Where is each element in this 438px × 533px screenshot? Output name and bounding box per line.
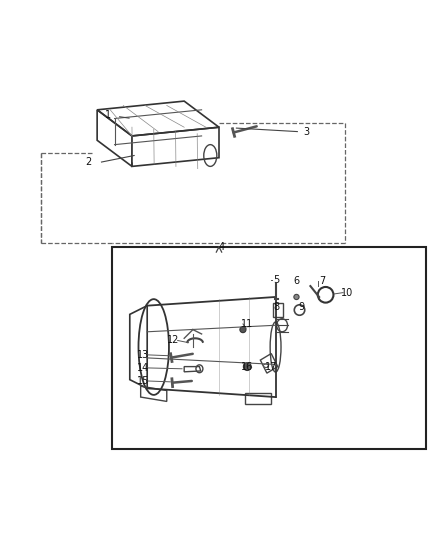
Text: 10: 10 xyxy=(341,288,353,297)
Text: 4: 4 xyxy=(218,242,224,252)
Text: 5: 5 xyxy=(273,276,279,286)
Text: 13: 13 xyxy=(137,350,149,360)
Circle shape xyxy=(240,327,246,333)
Text: 12: 12 xyxy=(167,335,180,345)
Text: 8: 8 xyxy=(273,302,279,312)
Text: 9: 9 xyxy=(299,302,305,312)
Circle shape xyxy=(294,294,299,300)
Bar xyxy=(273,303,283,317)
Text: 7: 7 xyxy=(319,276,326,286)
Text: 3: 3 xyxy=(303,126,309,136)
Text: 1: 1 xyxy=(105,110,111,120)
Bar xyxy=(113,247,426,449)
Text: 17: 17 xyxy=(265,362,277,373)
Text: 14: 14 xyxy=(137,363,149,373)
Text: 6: 6 xyxy=(293,276,300,286)
Text: 16: 16 xyxy=(241,362,254,373)
Text: 15: 15 xyxy=(137,376,149,386)
Text: 11: 11 xyxy=(241,319,254,329)
Circle shape xyxy=(244,362,251,370)
Text: 2: 2 xyxy=(85,157,92,167)
